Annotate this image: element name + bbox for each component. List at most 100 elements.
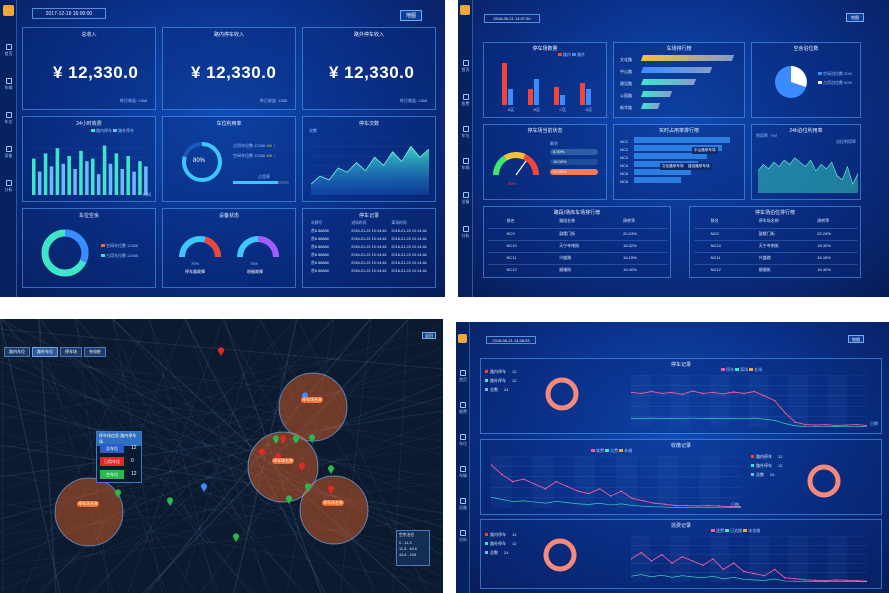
- zone-label[interactable]: 停车场名称: [322, 500, 344, 506]
- series-point: [566, 485, 568, 488]
- sidebar-item-spaces[interactable]: 车位: [458, 126, 473, 139]
- series-point: [674, 504, 677, 507]
- road: [0, 338, 443, 420]
- hour-bar: [85, 161, 89, 195]
- stat-dot: [485, 542, 488, 545]
- series-point: [835, 424, 838, 427]
- map-button[interactable]: 地图: [846, 13, 864, 22]
- road: [113, 319, 356, 593]
- road: [0, 319, 443, 556]
- road: [38, 319, 57, 593]
- hour-bar: [138, 161, 142, 195]
- lot-count-panel: 停车场数量 路内 路外 A区 B区 C区 D区: [483, 42, 607, 118]
- stat-dot: [751, 473, 754, 476]
- road: [110, 319, 220, 593]
- tab-offstreet[interactable]: 路外车位: [32, 347, 58, 357]
- rank-label: 建设路: [620, 81, 632, 86]
- occ-label: NC5: [620, 171, 629, 176]
- road: [260, 319, 375, 593]
- sidebar-item-home[interactable]: 首页: [458, 60, 473, 73]
- series-point: [866, 424, 867, 427]
- series-point: [794, 577, 796, 580]
- back-button[interactable]: 返回: [422, 332, 436, 339]
- sidebar-item-spaces[interactable]: 车位: [456, 434, 470, 447]
- collection-record-section: 收缴记录 收费 欠费 补缴 路内停车 12 路外停车 12 总数 24 日期: [480, 439, 882, 515]
- table-row: 京A 88888 2018-01-22 10:14:46 2018-01-22 10…: [311, 269, 431, 274]
- table-cell: 20.24%: [817, 231, 831, 236]
- tab-charging[interactable]: 充电桩: [84, 347, 106, 357]
- road: [74, 319, 360, 593]
- series-point: [722, 568, 725, 571]
- table-cell: 2018-01-22 10:14:46: [351, 269, 387, 273]
- tab-onstreet[interactable]: 路内车位: [4, 347, 30, 357]
- sidebar-item-analysis[interactable]: 分析: [0, 180, 17, 193]
- hour-bar: [132, 171, 136, 195]
- sidebar-item-spaces[interactable]: 车位: [0, 112, 17, 125]
- zone-label[interactable]: 停车场名称: [77, 501, 99, 507]
- series-point: [631, 497, 634, 500]
- datetime-display: 2018-06-21 14:37:30: [484, 14, 540, 23]
- road: [339, 319, 372, 593]
- sidebar-item-fees[interactable]: 收费: [456, 402, 470, 415]
- series-point: [588, 492, 590, 495]
- series-point: [712, 558, 714, 560]
- series-point: [544, 488, 547, 490]
- util-row: 空闲车位数 12346 4% ↑: [233, 153, 276, 158]
- dashboard-records: 首页 收费 车位 车辆 设备 分析 2018-06-21 14:38:03 地图…: [456, 322, 889, 593]
- zone-label[interactable]: 停车场名称: [301, 397, 323, 403]
- band: [788, 536, 808, 582]
- table-cell: 2018-01-22 10:14:46: [391, 237, 427, 241]
- series-point: [702, 564, 704, 566]
- table-cell: 京A 88888: [311, 245, 329, 249]
- logo-icon: [3, 5, 14, 16]
- home-icon: [462, 60, 469, 66]
- sidebar-item-analysis[interactable]: 分析: [456, 530, 470, 543]
- sidebar-item-home[interactable]: 首页: [0, 44, 17, 57]
- band: [574, 456, 596, 508]
- sidebar-item-vehicles[interactable]: 车辆: [458, 158, 473, 171]
- table-cell: 2018-01-22 10:14:46: [351, 261, 387, 265]
- tab-lots[interactable]: 停车场: [60, 347, 82, 357]
- sidebar-item-devices[interactable]: 设备: [456, 498, 470, 511]
- legend: 泊位利用率: [836, 139, 856, 144]
- table-cell: 天宁寺南街: [559, 243, 580, 248]
- map-button[interactable]: 地图: [848, 335, 864, 343]
- sidebar-item-home[interactable]: 首页: [456, 370, 470, 383]
- home-icon: [460, 370, 466, 376]
- grid-icon: [5, 112, 12, 118]
- parking-area-chart: [311, 137, 429, 195]
- city-map[interactable]: [0, 319, 443, 593]
- series-point: [718, 505, 721, 507]
- map-button[interactable]: 地图: [400, 10, 422, 21]
- sidebar-item-devices[interactable]: 设备: [0, 146, 17, 159]
- road: [149, 319, 216, 593]
- map-pin-icon: [233, 533, 239, 542]
- stat-row: 路外停车 12: [485, 541, 516, 547]
- chart-icon: [5, 180, 12, 186]
- gauge-label: 地磁故障: [247, 269, 263, 274]
- stat-label: 总数: [756, 472, 764, 477]
- sidebar-item-vehicles[interactable]: 车辆: [456, 466, 470, 479]
- header-cell: 停车场名称: [758, 218, 779, 223]
- sidebar-item-fees[interactable]: 收费: [458, 94, 473, 107]
- zone-label[interactable]: 停车场名称: [272, 458, 294, 464]
- stat-value: 12: [512, 541, 517, 546]
- status-bar: 16.00%: [550, 159, 598, 165]
- stat-row: 总数 24: [485, 550, 516, 556]
- panel-title: 车场排行榜: [666, 46, 692, 52]
- sidebar-item-devices[interactable]: 设备: [458, 192, 473, 205]
- map-pin-icon: [328, 465, 334, 474]
- home-icon: [5, 44, 12, 50]
- dashboard-overview: 首页 车辆 车位 设备 分析 2017-12-19 16:00:00 地图 总收…: [0, 0, 445, 297]
- band: [699, 456, 721, 508]
- zone-circle: [278, 372, 348, 442]
- rank-bar: [640, 67, 713, 73]
- evasion-stats: 路内停车 12 路外停车 12 总数 24: [485, 532, 516, 559]
- sidebar-item-analysis[interactable]: 分析: [458, 226, 473, 239]
- road: [127, 319, 224, 593]
- stat-value: 24: [504, 387, 509, 392]
- sidebar-item-vehicles[interactable]: 车辆: [0, 78, 17, 91]
- popup-title: 停车场信息·路内停车场: [97, 432, 141, 446]
- vacancy-legend-row: 占用车位数 12346: [101, 253, 138, 259]
- parking-records-panel: 停车记录 车牌号 进场时间 离场时间 京A 88888 2018-01-22 10:14…: [302, 208, 436, 288]
